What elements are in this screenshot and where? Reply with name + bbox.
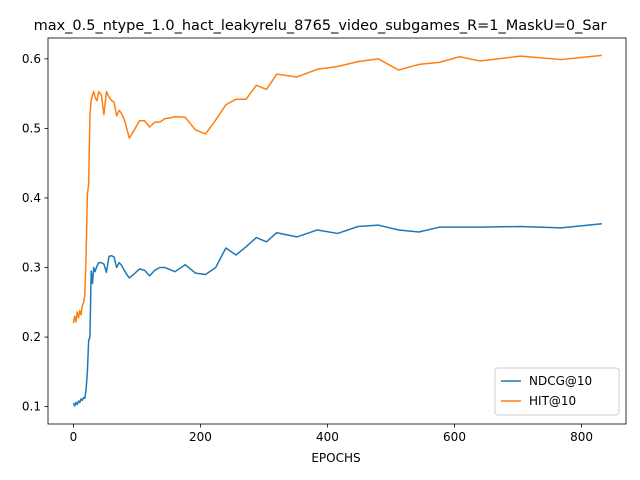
x-axis-ticks: 0 200 400 600 800	[70, 424, 593, 444]
y-tick-label: 0.5	[22, 121, 41, 135]
y-tick-label: 0.2	[22, 330, 41, 344]
y-axis-ticks: 0.1 0.2 0.3 0.4 0.5 0.6	[22, 52, 48, 414]
y-tick-label: 0.1	[22, 400, 41, 414]
x-tick-label: 200	[189, 430, 212, 444]
plot-lines	[72, 54, 602, 407]
x-tick-label: 400	[316, 430, 339, 444]
legend-label-1: HIT@10	[529, 394, 576, 408]
chart-title: max_0.5_ntype_1.0_hact_leakyrelu_8765_vi…	[34, 18, 607, 34]
x-tick-label: 800	[570, 430, 593, 444]
y-tick-label: 0.4	[22, 191, 41, 205]
series-line-1	[72, 54, 602, 324]
x-tick-label: 600	[443, 430, 466, 444]
axes-frame	[47, 37, 627, 425]
legend: NDCG@10 HIT@10	[494, 367, 620, 416]
y-tick-label: 0.6	[22, 52, 41, 66]
y-tick-label: 0.3	[22, 261, 41, 275]
x-axis-label: EPOCHS	[311, 451, 360, 465]
series-line-0	[72, 222, 602, 407]
x-tick-label: 0	[70, 430, 78, 444]
legend-box	[494, 367, 620, 416]
legend-label-0: NDCG@10	[529, 374, 592, 388]
